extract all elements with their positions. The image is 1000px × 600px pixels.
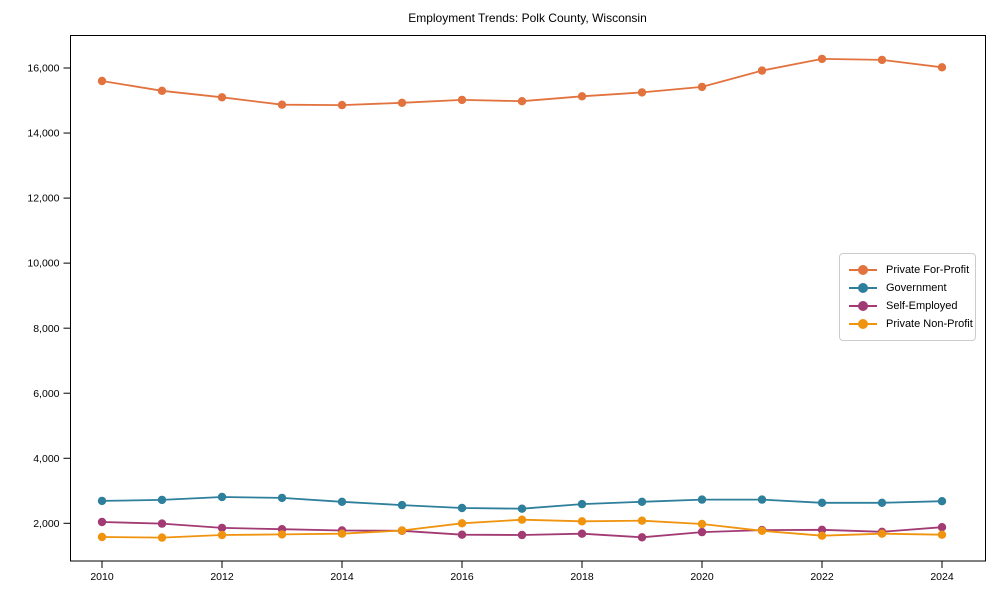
data-point-government xyxy=(337,497,347,506)
data-point-private-for-profit xyxy=(817,54,827,64)
data-point-government xyxy=(817,498,827,507)
data-point-private-for-profit xyxy=(337,100,347,110)
data-point-government xyxy=(277,493,287,503)
x-tick-label: 2014 xyxy=(330,571,354,583)
data-point-self-employed xyxy=(817,525,827,534)
data-point-government xyxy=(577,499,587,509)
data-point-private-non-profit xyxy=(337,529,347,538)
x-tick-label: 2024 xyxy=(930,571,954,583)
data-point-self-employed xyxy=(157,519,167,528)
data-point-self-employed xyxy=(577,529,587,538)
data-point-private-for-profit xyxy=(517,97,527,106)
y-tick-label: 6,000 xyxy=(33,388,59,400)
legend-item: Government xyxy=(848,279,967,297)
data-point-private-non-profit xyxy=(97,532,107,542)
legend-marker-icon xyxy=(849,265,877,275)
data-point-private-non-profit xyxy=(277,530,287,539)
data-point-private-for-profit xyxy=(157,86,167,96)
legend-label: Government xyxy=(886,282,947,294)
chart-title: Employment Trends: Polk County, Wisconsi… xyxy=(408,11,647,25)
data-point-government xyxy=(877,498,887,507)
data-point-private-for-profit xyxy=(877,55,887,65)
legend-item: Private For-Profit xyxy=(848,261,970,279)
data-point-private-for-profit xyxy=(577,92,587,101)
data-point-self-employed xyxy=(217,523,227,533)
y-tick-label: 8,000 xyxy=(33,323,59,335)
legend-label: Private For-Profit xyxy=(886,264,970,276)
data-point-private-non-profit xyxy=(457,519,467,528)
data-point-government xyxy=(937,497,947,506)
data-point-private-for-profit xyxy=(637,88,647,97)
data-point-private-for-profit xyxy=(217,93,227,102)
y-tick-label: 4,000 xyxy=(33,453,59,465)
data-point-private-for-profit xyxy=(937,63,947,72)
x-tick-label: 2012 xyxy=(210,571,234,583)
data-point-self-employed xyxy=(517,530,527,540)
data-point-government xyxy=(697,495,707,504)
data-point-self-employed xyxy=(637,533,647,542)
legend-item: Self-Employed xyxy=(848,297,967,315)
data-point-self-employed xyxy=(937,523,947,532)
data-point-private-for-profit xyxy=(757,66,767,75)
legend-item: Private Non-Profit xyxy=(848,315,973,333)
y-tick-label: 14,000 xyxy=(27,128,59,140)
data-point-private-non-profit xyxy=(697,519,707,529)
x-tick-label: 2020 xyxy=(690,571,714,583)
data-point-private-non-profit xyxy=(877,529,887,538)
data-point-government xyxy=(517,504,527,513)
data-point-private-for-profit xyxy=(697,82,707,92)
x-tick-label: 2018 xyxy=(570,571,594,583)
x-tick-label: 2016 xyxy=(450,571,474,583)
data-point-private-for-profit xyxy=(97,76,107,86)
y-tick-label: 2,000 xyxy=(33,518,59,530)
legend-label: Private Non-Profit xyxy=(886,318,973,330)
data-point-self-employed xyxy=(697,527,707,537)
data-point-self-employed xyxy=(457,530,467,539)
data-point-government xyxy=(757,495,767,504)
data-point-private-for-profit xyxy=(397,98,407,108)
legend-marker-icon xyxy=(849,319,877,329)
legend: Private For-Profit Government Self-Emplo… xyxy=(839,253,976,341)
data-point-private-non-profit xyxy=(817,531,827,540)
y-tick-label: 16,000 xyxy=(27,63,59,75)
y-tick-label: 12,000 xyxy=(27,193,59,205)
data-point-government xyxy=(457,503,467,513)
data-point-government xyxy=(97,496,107,506)
data-point-government xyxy=(217,492,227,502)
data-point-government xyxy=(397,500,407,510)
axes-frame xyxy=(70,35,986,562)
data-point-private-for-profit xyxy=(277,100,287,109)
data-point-government xyxy=(637,497,647,506)
data-point-private-non-profit xyxy=(757,526,767,535)
x-tick-label: 2010 xyxy=(90,571,114,583)
data-point-private-non-profit xyxy=(577,517,587,526)
data-point-government xyxy=(157,495,167,505)
legend-label: Self-Employed xyxy=(886,300,958,312)
data-point-private-for-profit xyxy=(457,95,467,105)
x-tick-label: 2022 xyxy=(810,571,834,583)
legend-marker-icon xyxy=(849,283,877,293)
y-tick-label: 10,000 xyxy=(27,258,59,270)
data-point-private-non-profit xyxy=(937,530,947,539)
data-point-private-non-profit xyxy=(517,515,527,524)
data-point-private-non-profit xyxy=(397,526,407,535)
data-point-private-non-profit xyxy=(157,533,167,542)
data-point-private-non-profit xyxy=(637,516,647,525)
data-point-self-employed xyxy=(97,517,107,527)
data-point-private-non-profit xyxy=(217,530,227,540)
legend-marker-icon xyxy=(849,301,877,311)
